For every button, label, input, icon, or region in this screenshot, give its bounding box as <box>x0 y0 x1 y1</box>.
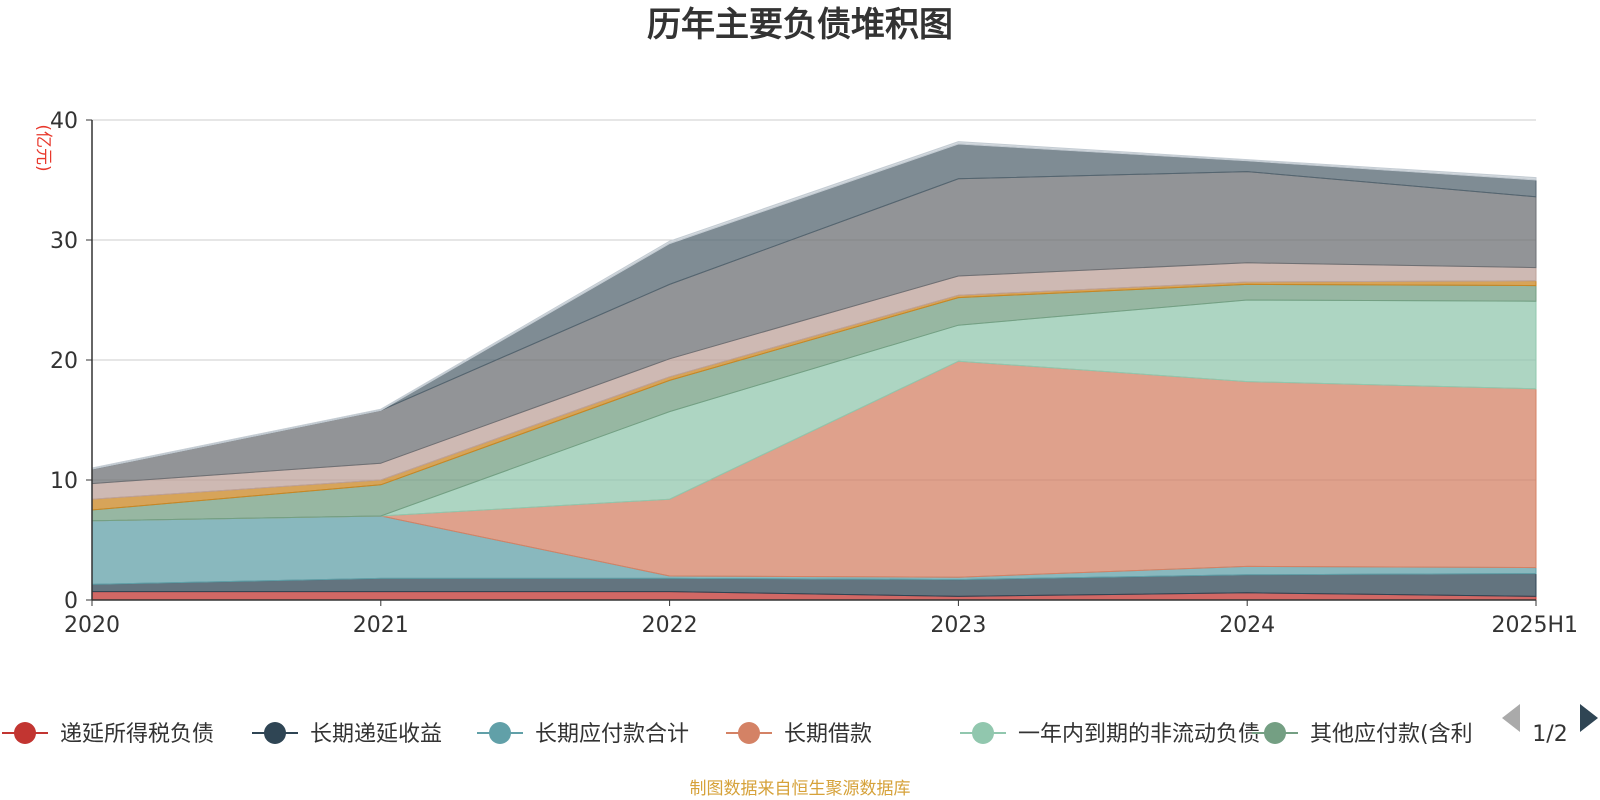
legend-label: 长期递延收益 <box>310 722 442 747</box>
legend-page-indicator: 1/2 <box>1532 722 1567 747</box>
x-tick-label: 2022 <box>642 613 698 638</box>
x-tick-label: 2020 <box>64 613 120 638</box>
area-layers <box>91 141 1537 601</box>
y-tick-label: 40 <box>50 109 78 134</box>
y-tick-label: 30 <box>50 229 78 254</box>
chart-title: 历年主要负债堆积图 <box>647 5 953 45</box>
legend-label: 一年内到期的非流动负债 <box>1018 722 1260 747</box>
area-series-10 <box>91 141 1537 470</box>
legend-label: 长期应付款合计 <box>535 722 689 747</box>
legend-marker <box>489 722 511 744</box>
legend-label: 长期借款 <box>784 722 872 747</box>
legend-next-icon[interactable] <box>1580 704 1598 732</box>
legend-item: 长期递延收益 <box>252 722 442 747</box>
legend-marker <box>972 722 994 744</box>
legend-label: 其他应付款(含利 <box>1310 722 1473 747</box>
x-tick-label: 2024 <box>1219 613 1275 638</box>
legend-item: 递延所得税负债 <box>2 722 214 747</box>
y-tick-label: 10 <box>50 469 78 494</box>
legend-item: 长期应付款合计 <box>477 722 689 747</box>
data-source-note: 制图数据来自恒生聚源数据库 <box>690 779 911 799</box>
x-tick-label: 2021 <box>353 613 409 638</box>
y-axis-unit: (亿元) <box>33 124 53 171</box>
legend-pager: 1/2 <box>1502 704 1598 747</box>
legend-item: 一年内到期的非流动负债 <box>960 722 1260 747</box>
legend-prev-icon[interactable] <box>1502 704 1520 732</box>
x-tick-label: 2023 <box>930 613 986 638</box>
y-tick-label: 20 <box>50 349 78 374</box>
legend-item: 长期借款 <box>726 722 872 747</box>
legend: 递延所得税负债 长期递延收益 长期应付款合计 长期借款 一年内到期的非流动负债 其他应付款… <box>2 722 1473 747</box>
axes: 0 10 20 30 40 2020 2021 2022 2023 2024 2025H1 <box>50 109 1578 638</box>
legend-item: 其他应付款(含利 <box>1252 722 1473 747</box>
legend-marker <box>1264 722 1286 744</box>
legend-marker <box>738 722 760 744</box>
legend-marker <box>14 722 36 744</box>
legend-label: 递延所得税负债 <box>60 722 214 747</box>
y-tick-label: 0 <box>64 589 78 614</box>
legend-marker <box>264 722 286 744</box>
x-tick-label: 2025H1 <box>1491 613 1578 638</box>
